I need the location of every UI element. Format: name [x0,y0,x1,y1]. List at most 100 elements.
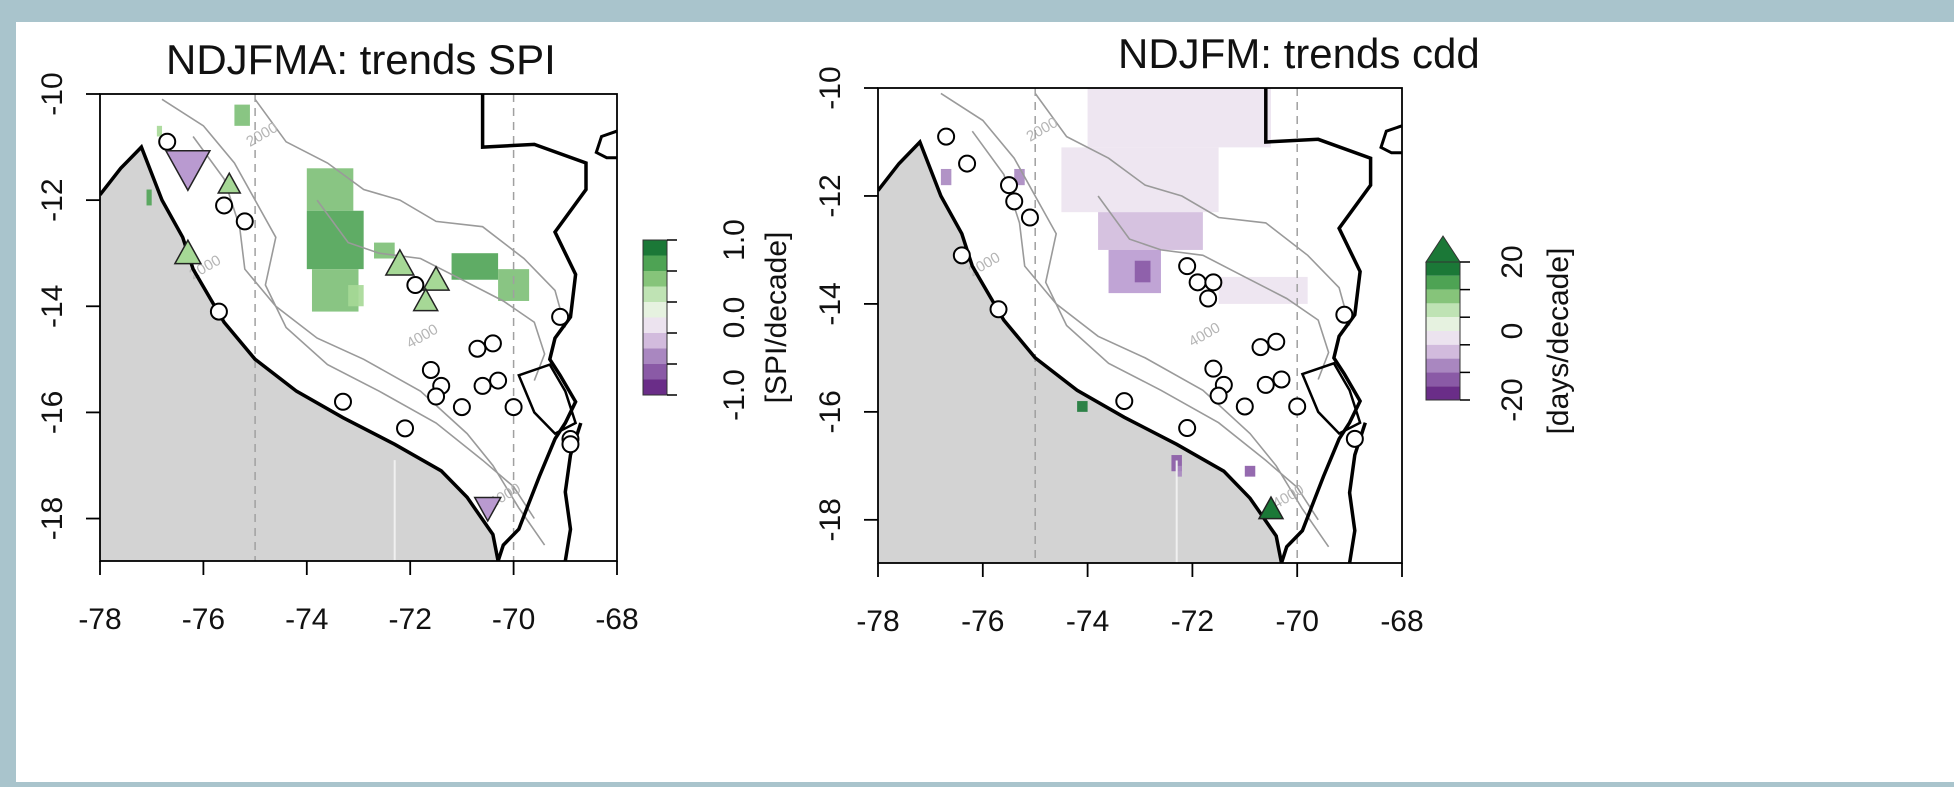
elevation-contour [971,130,1330,548]
colorbar-tick-label: -1.0 [718,369,751,421]
elevation-contour [161,98,535,519]
station-marker [561,435,580,454]
station-marker [551,307,570,326]
station-marker [396,419,415,438]
y-tick-label: -10 [814,66,847,109]
y-tick-label: -14 [814,282,847,325]
country-border [594,129,617,160]
y-tick-label: -18 [814,498,847,541]
station-marker [937,127,956,146]
trend-triangle-marker [421,265,451,291]
x-tick-label: -78 [856,605,899,638]
contour-label: 2000 [1023,114,1060,145]
colorbar-segment [643,286,667,302]
contour-label: 4000 [1186,319,1223,350]
country-border [480,94,588,561]
colorbar-segment [643,364,667,380]
trend-triangle-marker [1257,495,1285,520]
colorbar-tick-label: 20 [1496,245,1529,278]
plot-frame [99,93,618,562]
x-tick-label: -70 [492,603,535,636]
station-marker [952,246,971,265]
colorbar-label: [SPI/decade] [760,232,793,404]
trend-patch [1134,260,1151,283]
station-marker [1005,192,1024,211]
colorbar-frame [642,239,668,396]
lake-outline [517,363,578,436]
colorbar-segment [1426,317,1460,331]
station-marker [427,387,446,406]
colorbar-segment [643,271,667,287]
trend-triangle-marker [473,496,503,523]
station-marker [1115,392,1134,411]
colorbar-segment [1426,289,1460,304]
colorbar-segment [643,333,667,349]
station-marker [215,196,234,215]
colorbar-segment [643,255,667,271]
x-tick-label: -76 [182,603,225,636]
x-tick-label: -74 [285,603,328,636]
station-marker [1000,176,1018,195]
coastline [100,143,500,561]
y-tick-label: -12 [814,174,847,217]
x-tick-label: -68 [1380,605,1423,638]
station-marker [1251,338,1270,357]
trend-patch [374,242,395,259]
trend-patch [1087,88,1271,148]
station-marker [1345,429,1364,448]
station-marker [158,132,177,151]
trend-triangle-marker [173,238,203,265]
coastline [878,138,1284,563]
colorbar-segment [643,240,667,256]
x-tick-label: -74 [1066,605,1109,638]
station-marker [1178,257,1197,276]
trend-patch [1098,212,1203,250]
x-tick-label: -72 [1171,605,1214,638]
trend-patch [1218,276,1308,304]
y-tick-label: -12 [36,178,69,221]
trend-patch [1244,465,1256,477]
station-marker [452,398,471,417]
station-marker [1209,386,1228,405]
elevation-contour [316,199,546,381]
colorbar-segment [643,317,667,333]
contour-label: 4000 [404,321,441,352]
station-marker [504,398,523,417]
x-tick-label: -78 [78,603,121,636]
x-tick-label: -70 [1276,605,1319,638]
station-marker [1204,359,1223,378]
station-marker [333,392,352,411]
station-marker [1272,370,1291,389]
figure-panel: NDJFMA: trends SPI 2000 2000 4000 4000 -78 -7… [16,22,1954,782]
colorbar-segment [1426,344,1460,359]
station-marker [958,154,977,173]
station-marker [1267,332,1286,351]
trend-patch [348,285,364,307]
plot-frame [877,87,1403,564]
map-title: NDJFMA: trends SPI [166,36,556,83]
trend-patch [306,168,354,211]
station-marker [421,360,440,379]
station-marker [1188,273,1207,292]
colorbar-segment [643,348,667,364]
y-tick-label: -18 [36,497,69,540]
colorbar-tick-label: 1.0 [718,219,751,261]
station-marker [489,371,508,390]
colorbar-segment [1426,358,1460,373]
colorbar-segment [1426,303,1460,318]
station-marker [1256,375,1275,394]
colorbar-label: [days/decade] [1542,248,1575,435]
colorbar-tick-label: 0.0 [718,297,751,339]
colorbar-segment [1426,275,1460,290]
colorbar-segment [1426,386,1460,400]
station-marker [209,302,228,321]
trend-patch [1061,147,1219,213]
colorbar-tick-label: -20 [1496,378,1529,421]
trend-triangle-marker [412,287,439,312]
station-marker [406,276,425,295]
trend-triangle-marker [384,248,416,276]
colorbar-segment [1426,262,1460,276]
